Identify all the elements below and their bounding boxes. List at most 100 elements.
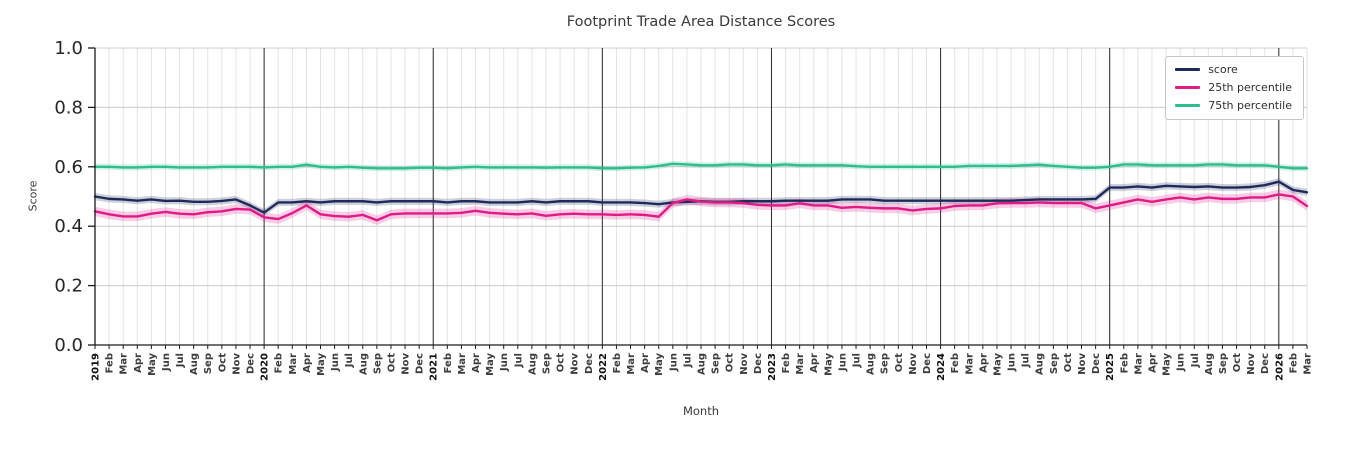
x-tick-label: 2023 bbox=[767, 353, 778, 381]
x-tick-label: Jul bbox=[344, 353, 355, 368]
x-tick-label: Oct bbox=[1063, 353, 1074, 372]
series-line bbox=[93, 193, 1309, 222]
x-tick-label: May bbox=[1162, 353, 1173, 376]
x-tick-label: Mar bbox=[457, 353, 468, 375]
x-tick-label: Nov bbox=[1077, 353, 1088, 375]
x-tick-label: Dec bbox=[753, 353, 764, 374]
x-tick-label: Mar bbox=[288, 353, 299, 375]
x-tick-label: Apr bbox=[302, 353, 313, 373]
x-tick-label: Aug bbox=[866, 353, 877, 375]
x-tick-label: Mar bbox=[964, 353, 975, 375]
series-band bbox=[95, 178, 1307, 217]
x-tick-label: Apr bbox=[133, 353, 144, 373]
x-tick-label: Jul bbox=[513, 353, 524, 368]
x-tick-label: Dec bbox=[584, 353, 595, 374]
x-tick-label: Sep bbox=[372, 353, 383, 374]
x-tick-label: Feb bbox=[274, 353, 285, 373]
x-tick-label: Apr bbox=[978, 353, 989, 373]
x-tick-label: Dec bbox=[246, 353, 257, 374]
x-tick-label: Feb bbox=[781, 353, 792, 373]
x-tick-label: Dec bbox=[922, 353, 933, 374]
x-tick-label: Oct bbox=[894, 353, 905, 372]
legend-item: 75th percentile bbox=[1175, 100, 1292, 111]
x-tick-label: Oct bbox=[556, 353, 567, 372]
x-tick-label: Aug bbox=[358, 353, 369, 375]
x-tick-label: Dec bbox=[1091, 353, 1102, 374]
x-tick-label: Mar bbox=[1133, 353, 1144, 375]
x-tick-label: Sep bbox=[880, 353, 891, 374]
x-tick-label: Jun bbox=[837, 353, 848, 372]
x-tick-label: Apr bbox=[1147, 353, 1158, 373]
x-tick-label: Mar bbox=[795, 353, 806, 375]
x-axis-label: Month bbox=[682, 404, 720, 418]
legend-label: 25th percentile bbox=[1208, 81, 1292, 94]
series-band bbox=[95, 189, 1307, 226]
x-tick-label: Jun bbox=[1007, 353, 1018, 372]
x-tick-label: Nov bbox=[401, 353, 412, 375]
x-tick-label: Aug bbox=[527, 353, 538, 375]
x-tick-label: Nov bbox=[908, 353, 919, 375]
y-tick-label: 1.0 bbox=[54, 38, 83, 59]
x-tick-label: Jul bbox=[682, 353, 693, 368]
x-tick-label: Feb bbox=[1119, 353, 1130, 373]
x-tick-label: Jun bbox=[668, 353, 679, 372]
y-tick-label: 0.0 bbox=[54, 335, 83, 356]
x-tick-label: May bbox=[147, 353, 158, 376]
x-tick-label: Apr bbox=[471, 353, 482, 373]
x-tick-label: Aug bbox=[697, 353, 708, 375]
x-tick-label: Nov bbox=[570, 353, 581, 375]
x-tick-label: May bbox=[316, 353, 327, 376]
x-tick-label: Oct bbox=[725, 353, 736, 372]
legend-swatch bbox=[1175, 68, 1201, 71]
x-tick-label: 2022 bbox=[598, 353, 609, 381]
x-tick-label: Aug bbox=[189, 353, 200, 375]
x-tick-label: Jun bbox=[499, 353, 510, 372]
legend-item: score bbox=[1175, 64, 1292, 75]
x-tick-label: Jun bbox=[161, 353, 172, 372]
x-tick-label: Mar bbox=[1303, 353, 1314, 375]
x-tick-label: May bbox=[485, 353, 496, 376]
x-tick-label: May bbox=[823, 353, 834, 376]
x-tick-label: Jun bbox=[1176, 353, 1187, 372]
y-tick-label: 0.8 bbox=[54, 97, 83, 118]
series-line bbox=[93, 162, 1309, 170]
x-tick-label: Feb bbox=[950, 353, 961, 373]
x-tick-label: Sep bbox=[1049, 353, 1060, 374]
x-tick-label: May bbox=[654, 353, 665, 376]
x-tick-label: 2020 bbox=[260, 353, 271, 381]
x-tick-label: Nov bbox=[231, 353, 242, 375]
x-tick-label: Oct bbox=[386, 353, 397, 372]
x-tick-label: Jun bbox=[330, 353, 341, 372]
x-tick-label: Mar bbox=[119, 353, 130, 375]
x-tick-label: Sep bbox=[1218, 353, 1229, 374]
x-tick-label: Jul bbox=[1021, 353, 1032, 368]
x-tick-label: Dec bbox=[415, 353, 426, 374]
x-tick-label: Jul bbox=[1190, 353, 1201, 368]
x-tick-label: Apr bbox=[640, 353, 651, 373]
x-tick-label: 2024 bbox=[936, 353, 947, 381]
y-tick-label: 0.2 bbox=[54, 276, 83, 297]
legend-label: 75th percentile bbox=[1208, 99, 1292, 112]
x-tick-label: Nov bbox=[739, 353, 750, 375]
x-tick-label: 2019 bbox=[91, 353, 102, 381]
x-tick-label: Jul bbox=[852, 353, 863, 368]
chart-title: Footprint Trade Area Distance Scores bbox=[566, 14, 836, 30]
x-tick-label: Dec bbox=[1260, 353, 1271, 374]
x-tick-label: Sep bbox=[541, 353, 552, 374]
x-tick-label: Sep bbox=[711, 353, 722, 374]
x-tick-label: Aug bbox=[1035, 353, 1046, 375]
x-tick-label: Feb bbox=[443, 353, 454, 373]
x-tick-label: 2021 bbox=[429, 353, 440, 381]
x-tick-label: Feb bbox=[105, 353, 116, 373]
x-tick-label: Mar bbox=[626, 353, 637, 375]
x-tick-label: Feb bbox=[612, 353, 623, 373]
y-tick-label: 0.6 bbox=[54, 157, 83, 178]
legend-swatch bbox=[1175, 86, 1201, 89]
x-tick-label: Sep bbox=[203, 353, 214, 374]
x-tick-label: 2026 bbox=[1274, 353, 1285, 381]
x-tick-label: Feb bbox=[1288, 353, 1299, 373]
x-tick-label: Jul bbox=[175, 353, 186, 368]
legend-item: 25th percentile bbox=[1175, 82, 1292, 93]
